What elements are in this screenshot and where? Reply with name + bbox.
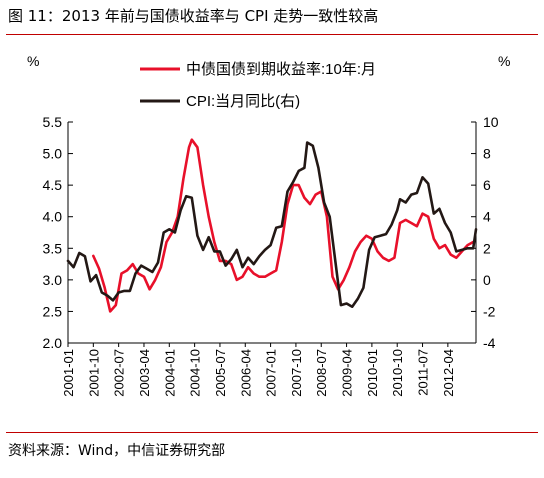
left-tick-label: 5.0 [43,146,63,162]
x-tick-label: 2004-10 [188,349,203,397]
x-tick-label: 2005-07 [213,349,228,397]
x-tick-label: 2012-04 [441,349,456,397]
chart-labels: 2.0 2.5 3.0 3.5 4.0 4.5 5.0 5.5 -4 -2 0 2 4 6 8 10 2001-… [27,53,510,397]
x-tick-label: 2010-01 [365,349,380,397]
right-tick-label: 4 [483,209,491,225]
legend-label-cpi: CPI:当月同比(右) [186,93,300,110]
bottom-rule [6,432,538,433]
x-tick-label: 2003-04 [137,349,152,397]
chart-legend: 中债国债到期收益率:10年:月 CPI:当月同比(右) [140,61,376,110]
x-tick-label: 2008-07 [314,349,329,397]
x-tick-label: 2007-01 [264,349,279,397]
left-tick-label: 3.0 [43,272,63,288]
source-note: 资料来源：Wind，中信证券研究部 [8,443,226,459]
x-tick-label: 2007-10 [289,349,304,397]
x-tick-label: 2002-07 [112,349,127,397]
left-tick-label: 5.5 [43,114,63,130]
right-tick-label: 6 [483,177,491,193]
line-chart: 2.0 2.5 3.0 3.5 4.0 4.5 5.0 5.5 -4 -2 0 2 4 6 8 10 2001-… [27,53,510,397]
legend-label-cgb: 中债国债到期收益率:10年:月 [186,61,376,78]
left-tick-label: 3.5 [43,240,63,256]
left-tick-label: 2.0 [43,335,63,351]
right-tick-label: -4 [483,335,496,351]
chart-series [66,138,478,313]
left-tick-label: 4.0 [43,209,63,225]
right-tick-label: 8 [483,146,491,162]
right-tick-label: 10 [483,114,499,130]
x-tick-label: 2001-10 [86,349,101,397]
left-axis-unit: % [27,53,39,69]
x-tick-label: 2001-01 [61,349,76,397]
right-tick-label: 0 [483,272,491,288]
right-tick-label: -2 [483,303,496,319]
figure-title: 图 11：2013 年前与国债收益率与 CPI 走势一致性较高 [8,7,379,25]
x-tick-label: 2004-01 [162,349,177,397]
chart-axes [67,121,477,347]
right-axis-unit: % [498,53,510,69]
x-tick-label: 2010-10 [390,349,405,397]
x-tick-label: 2006-04 [238,349,253,397]
top-rule [6,34,538,35]
cgb-yield-line [92,138,475,313]
right-tick-label: 2 [483,240,491,256]
x-tick-label: 2011-07 [416,349,431,396]
left-tick-label: 4.5 [43,177,63,193]
cpi-line [66,141,478,309]
left-tick-label: 2.5 [43,303,63,319]
x-tick-label: 2009-04 [340,349,355,397]
